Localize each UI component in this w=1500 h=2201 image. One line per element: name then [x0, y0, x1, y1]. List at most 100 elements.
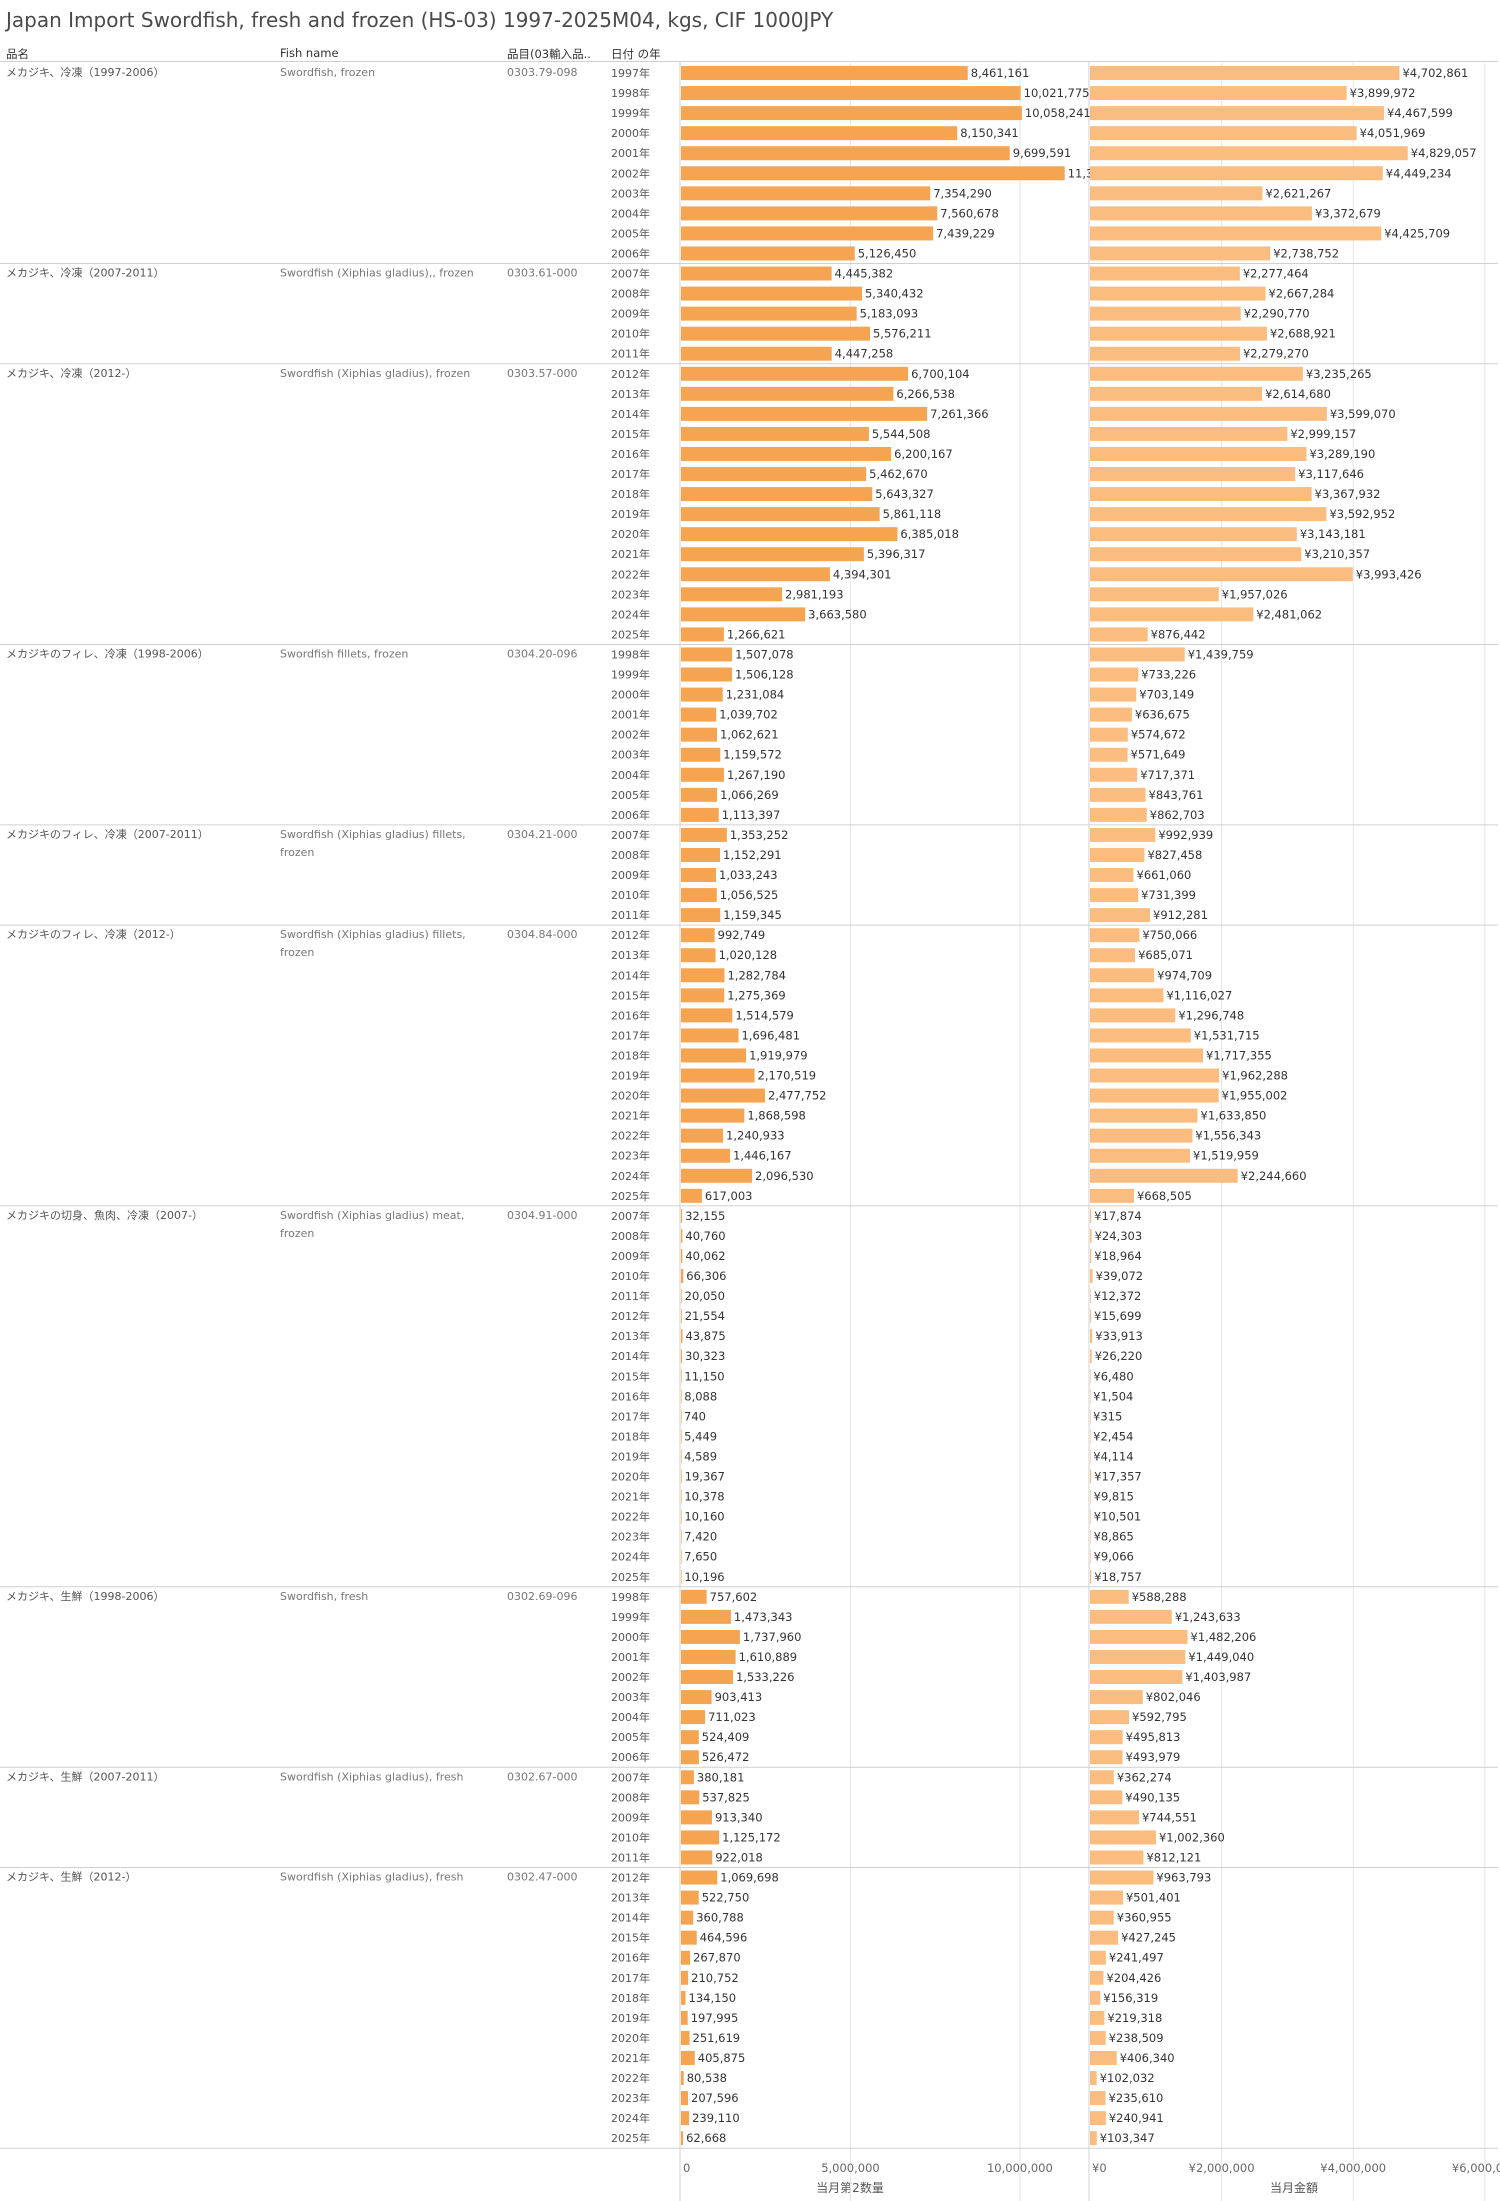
value-bar: [1090, 66, 1400, 81]
value-data-label: ¥1,002,360: [1159, 1830, 1225, 1844]
year-label: 2023年: [611, 1149, 650, 1163]
header-year[interactable]: 日付 の年: [611, 47, 661, 61]
qty-bar: [681, 707, 717, 722]
value-bar: [1090, 868, 1134, 883]
qty-bar: [681, 446, 892, 461]
value-bar: [1090, 928, 1140, 943]
value-data-label: ¥2,277,464: [1243, 267, 1309, 281]
year-label: 1998年: [611, 1590, 650, 1604]
year-label: 2025年: [611, 2131, 650, 2145]
value-data-label: ¥406,340: [1120, 2051, 1175, 2065]
year-label: 2018年: [611, 1991, 650, 2005]
value-data-label: ¥9,066: [1094, 1550, 1134, 1564]
qty-data-label: 5,861,118: [883, 507, 942, 521]
value-data-label: ¥4,425,709: [1384, 226, 1450, 240]
year-label: 2003年: [611, 1690, 650, 1704]
group-item-code: 0303.57-000: [507, 367, 577, 380]
qty-data-label: 360,788: [696, 1911, 744, 1925]
value-bar: [1090, 827, 1156, 842]
value-bar: [1090, 1629, 1188, 1644]
value-data-label: ¥876,442: [1151, 627, 1206, 641]
value-data-label: ¥360,955: [1117, 1911, 1172, 1925]
header-item-code[interactable]: 品目(03輸入品..: [507, 47, 591, 61]
value-data-label: ¥12,372: [1094, 1289, 1142, 1303]
value-bar: [1090, 707, 1132, 722]
qty-data-label: 32,155: [685, 1209, 725, 1223]
value-data-label: ¥18,757: [1094, 1570, 1142, 1584]
value-data-label: ¥204,426: [1106, 1971, 1161, 1985]
value-data-label: ¥2,244,660: [1241, 1169, 1307, 1183]
qty-data-label: 1,506,128: [735, 668, 794, 682]
qty-data-label: 5,462,670: [869, 467, 928, 481]
qty-bar: [681, 1770, 694, 1785]
year-label: 2016年: [611, 447, 650, 461]
year-label: 2008年: [611, 287, 650, 301]
year-label: 2022年: [611, 1129, 650, 1143]
qty-bar: [681, 126, 958, 141]
value-bar: [1090, 1509, 1091, 1524]
value-bar: [1090, 1068, 1220, 1083]
qty-data-label: 1,868,598: [747, 1109, 806, 1123]
qty-data-label: 210,752: [691, 1971, 739, 1985]
qty-data-label: 43,875: [685, 1329, 725, 1343]
value-data-label: ¥588,288: [1132, 1590, 1187, 1604]
qty-data-label: 5,544,508: [872, 427, 931, 441]
year-label: 2009年: [611, 868, 650, 882]
qty-data-label: 1,610,889: [739, 1650, 798, 1664]
year-label: 2006年: [611, 808, 650, 822]
qty-data-label: 526,472: [702, 1750, 750, 1764]
qty-data-label: 1,056,525: [720, 888, 779, 902]
year-label: 2022年: [611, 567, 650, 581]
value-bar: [1090, 1168, 1238, 1183]
value-bar: [1090, 1830, 1156, 1845]
qty-data-label: 1,507,078: [735, 647, 794, 661]
qty-data-label: 524,409: [702, 1730, 750, 1744]
group-fish-name: Swordfish (Xiphias gladius), fresh: [280, 1871, 463, 1884]
qty-data-label: 207,596: [691, 2091, 739, 2105]
qty-bar: [681, 1509, 682, 1524]
value-bar: [1090, 1710, 1130, 1725]
year-label: 2000年: [611, 688, 650, 702]
value-data-label: ¥18,964: [1094, 1249, 1142, 1263]
group-item-code: 0303.79-098: [507, 66, 577, 79]
value-data-label: ¥750,066: [1142, 928, 1197, 942]
year-label: 2017年: [611, 1409, 650, 1423]
value-bar: [1090, 1990, 1101, 2005]
value-data-label: ¥1,116,027: [1166, 988, 1232, 1002]
qty-data-label: 757,602: [710, 1590, 758, 1604]
value-bar: [1090, 1289, 1091, 1304]
qty-bar: [681, 146, 1010, 161]
value-bar: [1090, 426, 1288, 441]
qty-bar: [681, 1248, 683, 1263]
value-bar: [1090, 1670, 1183, 1685]
value-bar: [1090, 1750, 1123, 1765]
year-label: 2014年: [611, 1911, 650, 1925]
header-item-name[interactable]: 品名: [6, 47, 29, 61]
value-bar: [1090, 1208, 1092, 1223]
value-data-label: ¥3,143,181: [1300, 527, 1366, 541]
year-label: 2009年: [611, 1249, 650, 1263]
qty-data-label: 1,240,933: [726, 1129, 785, 1143]
value-bar: [1090, 226, 1382, 241]
value-bar: [1090, 2091, 1106, 2106]
value-bar: [1090, 1128, 1193, 1143]
qty-data-label: 80,538: [687, 2071, 727, 2085]
year-label: 2005年: [611, 788, 650, 802]
qty-data-label: 1,066,269: [720, 788, 779, 802]
value-bar: [1090, 1890, 1123, 1905]
value-data-label: ¥3,993,426: [1356, 567, 1422, 581]
value-bar: [1090, 968, 1155, 983]
year-label: 2012年: [611, 367, 650, 381]
qty-bar: [681, 1329, 683, 1344]
value-bar: [1090, 1549, 1091, 1564]
value-data-label: ¥733,226: [1141, 668, 1196, 682]
qty-data-label: 1,039,702: [719, 708, 778, 722]
value-data-label: ¥1,449,040: [1188, 1650, 1254, 1664]
value-data-label: ¥2,667,284: [1269, 287, 1335, 301]
qty-bar: [681, 2030, 690, 2045]
qty-bar: [681, 286, 862, 301]
value-data-label: ¥3,117,646: [1298, 467, 1364, 481]
header-fish-name[interactable]: Fish name: [280, 46, 339, 60]
value-data-label: ¥315: [1093, 1409, 1122, 1423]
group-fish-name-line2: frozen: [280, 846, 314, 859]
